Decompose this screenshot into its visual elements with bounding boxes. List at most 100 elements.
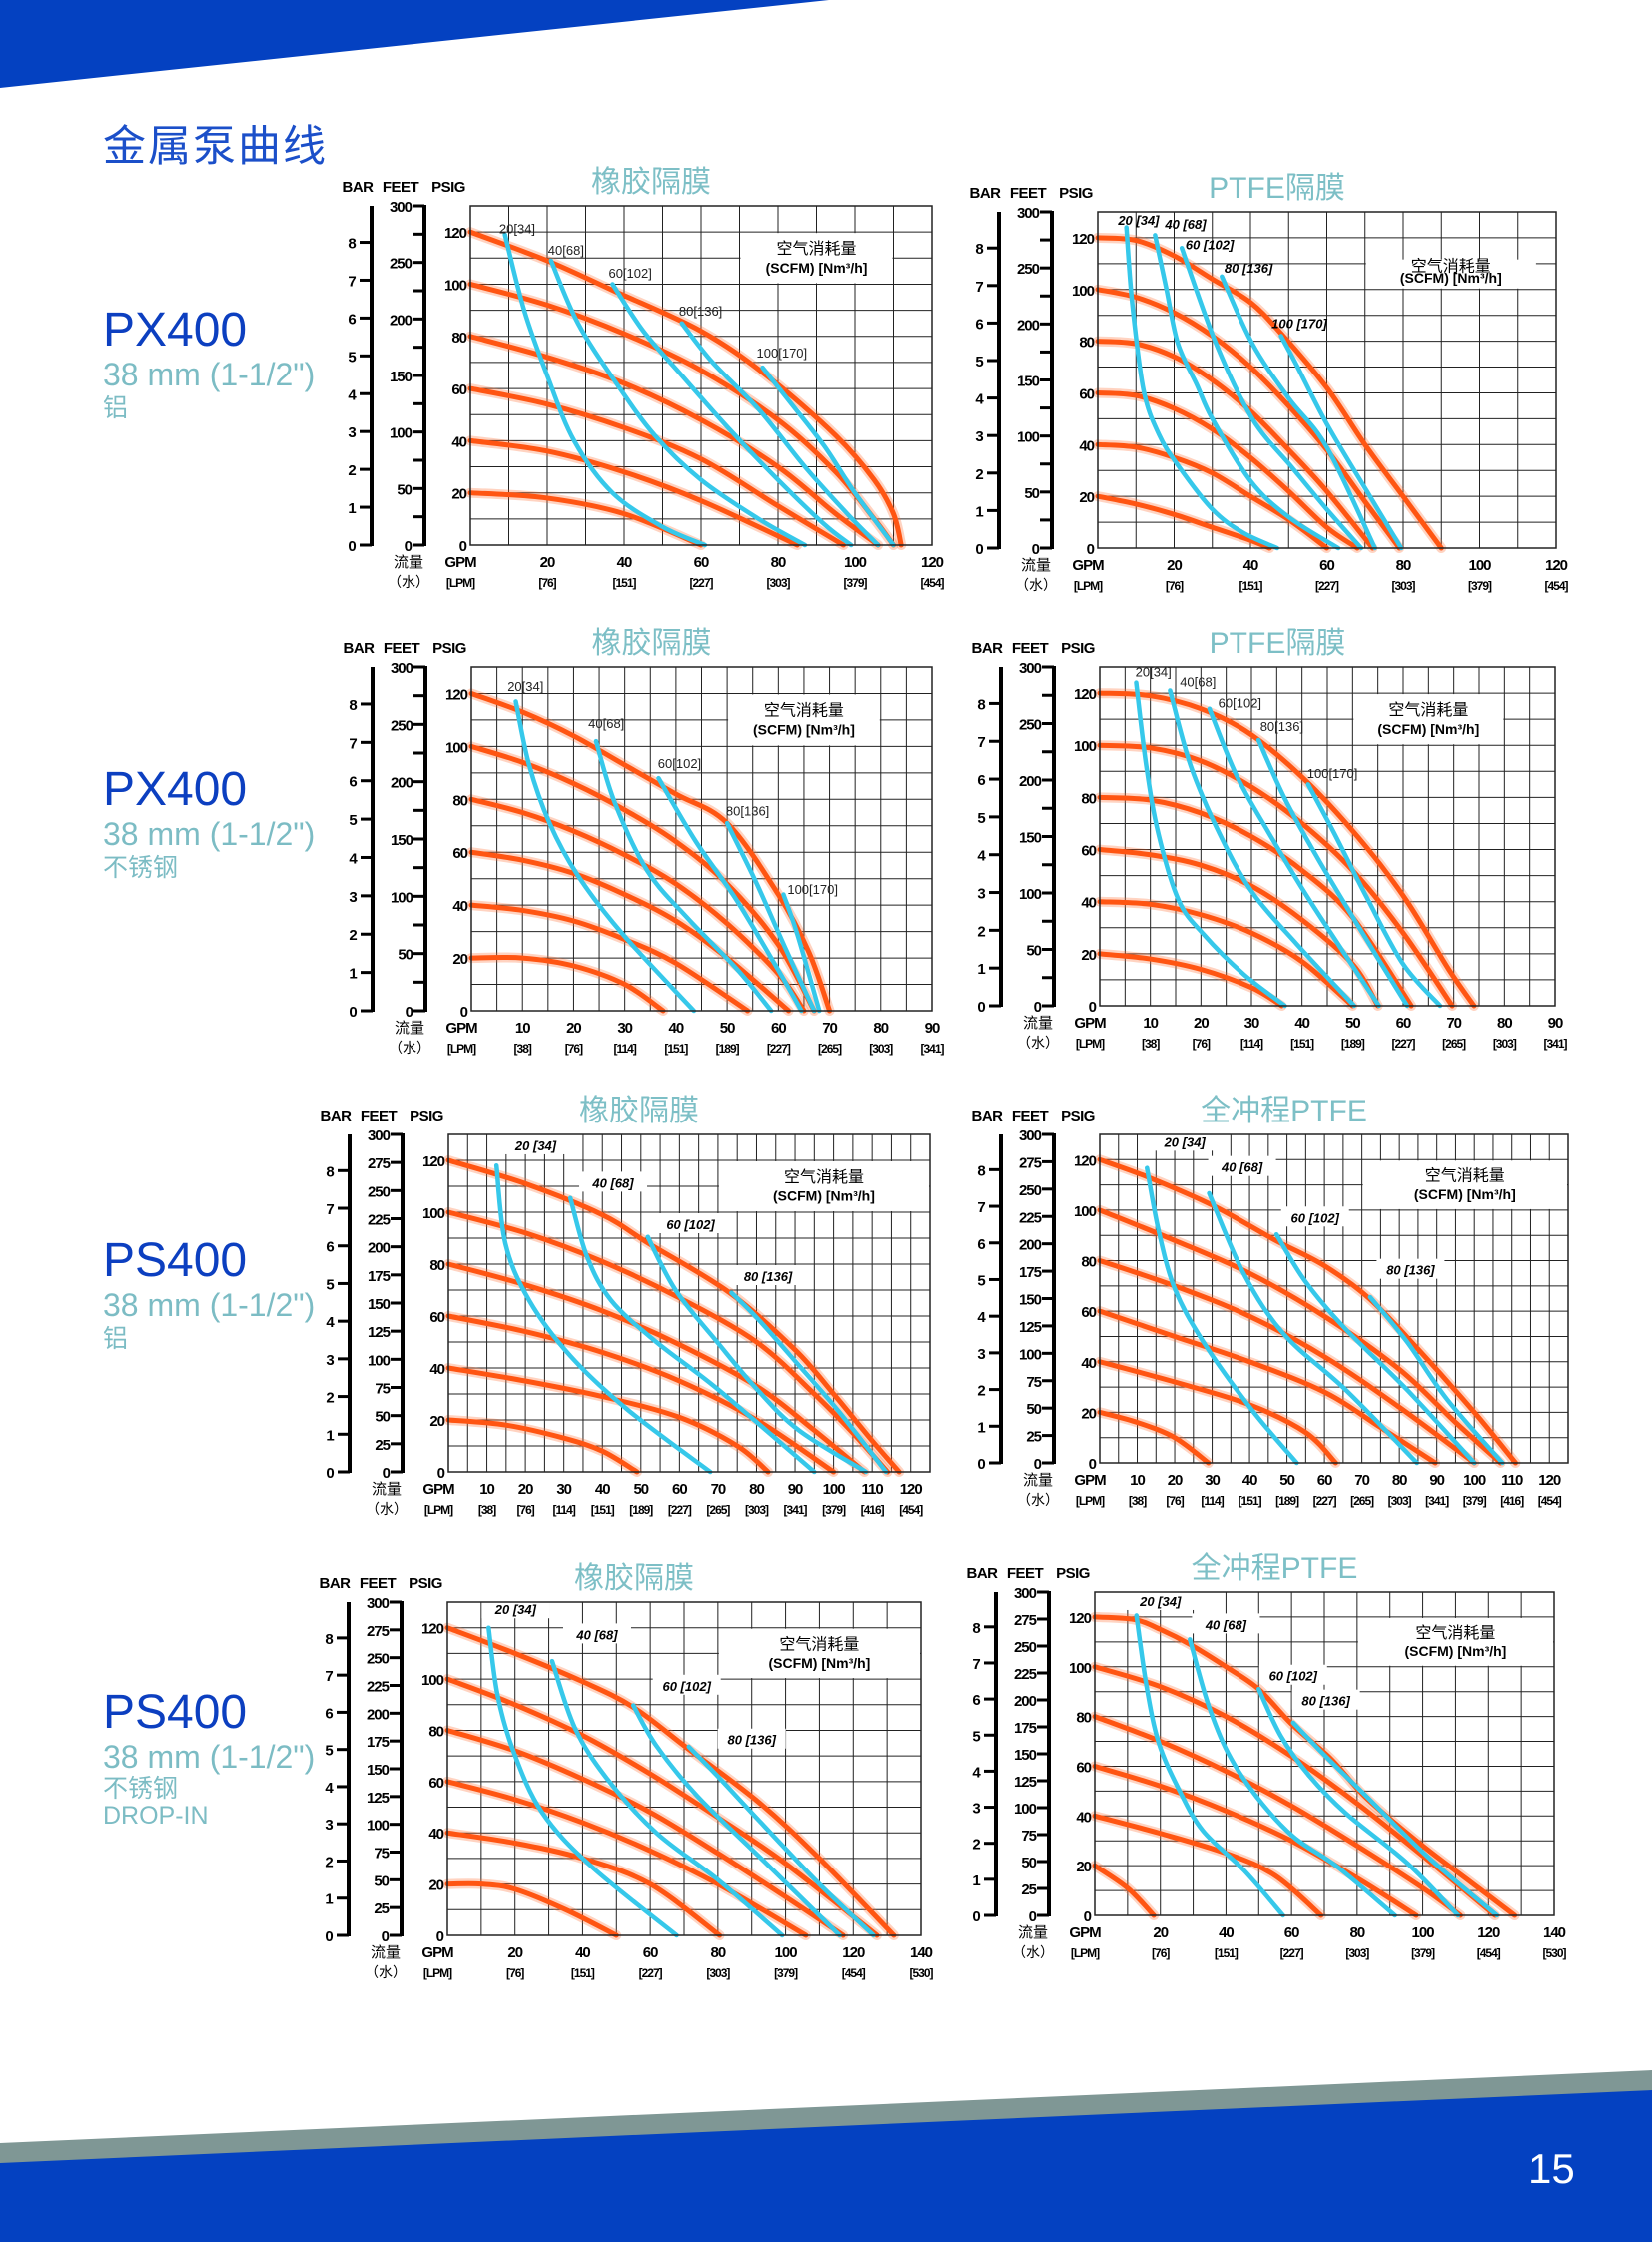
feet-tick-label: 250 [390,256,413,273]
lpm-axis-label: [LPM] [1076,1037,1105,1051]
psig-tick-label: 60 [428,1775,443,1792]
lpm-tick-label: [379] [1463,1494,1487,1508]
pressure-curve-80psig [467,334,881,548]
lpm-tick-label: [303] [869,1042,893,1056]
bar-tick-label: 8 [977,696,985,713]
lpm-tick-label: [530] [1542,1946,1566,1960]
feet-tick-label: 150 [391,832,413,849]
curve-label-background [1258,1664,1327,1685]
water-label: （水） [1015,577,1057,593]
gpm-tick-label: 90 [788,1481,803,1498]
lpm-axis-label: [LPM] [1076,1494,1105,1508]
air-curve-label: 80 [136] [1225,261,1273,276]
gpm-tick-label: 70 [1446,1015,1461,1032]
bar-tick-label: 5 [977,1272,985,1289]
bar-tick-label: 5 [325,1743,333,1760]
bar-tick-label: 4 [977,848,986,865]
bar-tick-label: 8 [325,1631,333,1648]
lpm-tick-label: [454] [1544,579,1568,593]
air-curve-label: 40 [68] [575,1627,618,1642]
footer-band [0,2090,1652,2242]
flow-label: 流量 [1021,557,1051,574]
psig-tick-label: 80 [429,1257,444,1274]
gpm-tick-label: 10 [1143,1015,1158,1032]
bar-tick-label: 4 [326,1314,335,1331]
bar-tick-label: 1 [325,1891,333,1908]
lpm-tick-label: [227] [689,576,713,590]
lpm-tick-label: [379] [843,576,867,590]
feet-tick-label: 275 [368,1155,391,1172]
psig-tick-label: 60 [1076,1759,1091,1776]
bar-tick-label: 0 [972,1908,980,1925]
feet-tick-label: 300 [368,1127,391,1144]
pressure-curve-60psig [1095,389,1360,551]
gpm-tick-label: 50 [633,1481,648,1498]
legend-title: 空气消耗量 [764,702,844,720]
water-label: （水） [1017,1492,1059,1508]
air-consumption-curve [502,232,708,548]
legend-box [1357,1617,1553,1666]
lpm-tick-label: [530] [909,1966,933,1980]
lpm-axis-label: [LPM] [1074,579,1103,593]
feet-tick-label: 275 [1019,1154,1042,1171]
psig-tick-label: 0 [1087,541,1095,558]
air-consumption-curve [548,258,808,548]
gpm-tick-label: 60 [1284,1924,1299,1941]
bar-tick-label: 1 [348,500,356,517]
air-consumption-curve [1134,1613,1285,1918]
feet-tick-label: 300 [367,1595,390,1612]
gpm-tick-label: 80 [1350,1924,1365,1941]
psig-tick-label: 80 [1076,1710,1091,1727]
pressure-curve-100psig [444,1676,880,1938]
bar-tick-label: 1 [977,961,985,978]
feet-tick-label: 200 [391,775,413,792]
legend-title: 空气消耗量 [1425,1167,1505,1185]
water-label: （水） [366,1501,408,1517]
gpm-tick-label: 40 [575,1944,590,1961]
air-consumption-curve [1168,688,1357,1009]
gpm-tick-label: 70 [822,1020,837,1037]
feet-tick-label: 225 [368,1212,391,1229]
feet-tick-label: 300 [390,199,413,216]
lpm-tick-label: [114] [553,1503,576,1517]
feet-tick-label: 275 [367,1623,390,1640]
chart-title: 橡胶隔膜 [592,627,712,660]
legend-box [728,694,880,746]
feet-tick-label: 150 [367,1762,390,1779]
feet-tick-label: 100 [1014,1801,1037,1818]
lpm-tick-label: [151] [591,1503,615,1517]
gpm-tick-label: 60 [1317,1472,1332,1489]
lpm-tick-label: [76] [565,1042,583,1056]
bar-tick-label: 7 [972,1656,980,1673]
gpm-axis-label: GPM [445,1020,477,1037]
feet-tick-label: 200 [368,1240,391,1257]
pressure-curve-20psig [1097,951,1284,1009]
psig-tick-label: 20 [1081,947,1096,964]
psig-tick-label: 40 [1081,1355,1096,1372]
feet-tick-label: 100 [368,1352,391,1369]
lpm-tick-label: [227] [767,1042,791,1056]
feet-tick-label: 75 [1021,1828,1036,1845]
feet-tick-label: 250 [368,1183,391,1200]
gpm-tick-label: 80 [749,1481,764,1498]
model-material: 铝 [103,394,129,422]
psig-tick-label: 20 [1076,1859,1091,1875]
psig-tick-label: 20 [428,1877,443,1894]
gpm-tick-label: 60 [1396,1015,1411,1032]
air-consumption-curve [1220,274,1377,551]
gpm-tick-label: 70 [1354,1472,1369,1489]
feet-tick-label: 225 [367,1679,390,1696]
lpm-tick-label: [265] [706,1503,730,1517]
pressure-curve-20psig [1095,493,1272,551]
plot-frame [1094,1591,1555,1916]
gpm-tick-label: 20 [540,554,555,571]
legend-title: 空气消耗量 [779,1635,859,1653]
lpm-tick-label: [303] [1388,1494,1412,1508]
psig-tick-label: 0 [436,1928,444,1945]
flow-label: 流量 [1023,1472,1053,1489]
air-curve-label: 100[170] [787,882,838,897]
pressure-curve-120psig [1097,1156,1518,1466]
gpm-axis-label: GPM [421,1944,453,1961]
bar-tick-label: 5 [348,349,356,366]
